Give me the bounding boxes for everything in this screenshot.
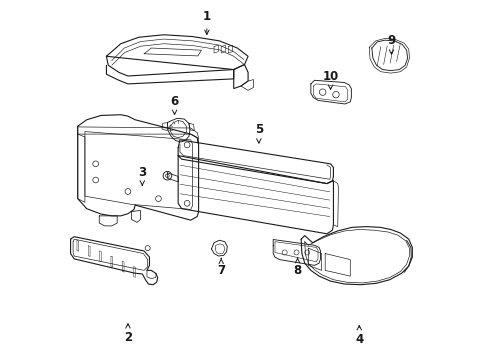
Text: 2: 2 xyxy=(123,324,132,344)
Text: 4: 4 xyxy=(354,325,363,346)
Text: 5: 5 xyxy=(254,123,263,143)
Text: 9: 9 xyxy=(386,33,395,54)
Text: 6: 6 xyxy=(170,95,178,114)
Text: 1: 1 xyxy=(203,10,210,35)
Text: 7: 7 xyxy=(217,258,225,277)
Text: 8: 8 xyxy=(293,258,301,277)
Text: 3: 3 xyxy=(138,166,146,185)
Text: 10: 10 xyxy=(322,69,338,89)
